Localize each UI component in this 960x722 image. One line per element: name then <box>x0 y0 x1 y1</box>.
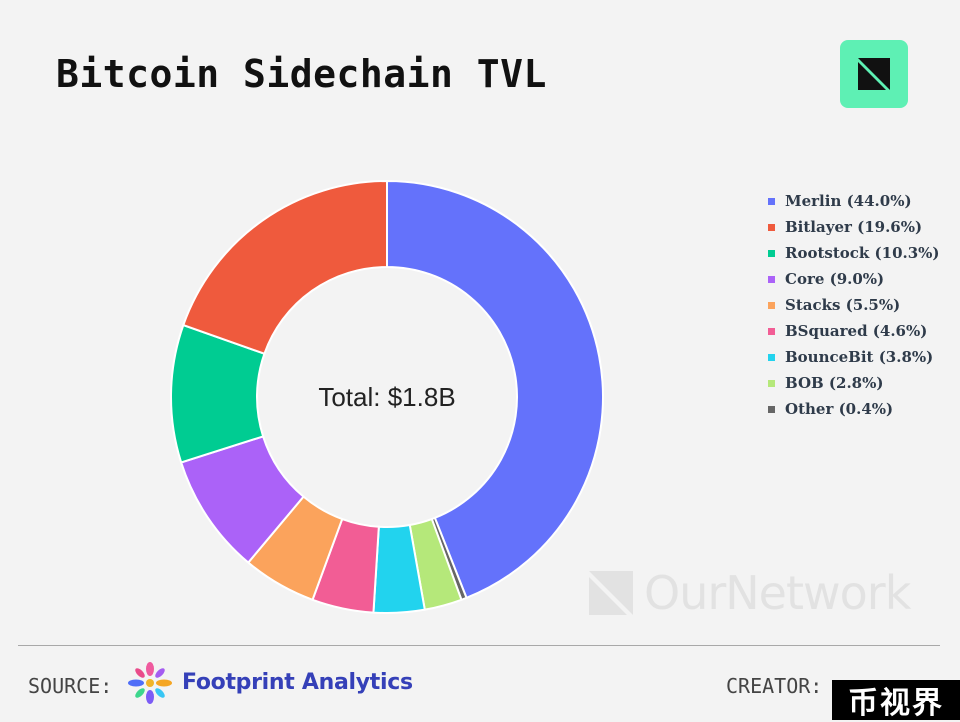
chart-legend: Merlin (44.0%) Bitlayer (19.6%) Rootstock … <box>768 188 940 422</box>
legend-item-stacks: Stacks (5.5%) <box>768 292 940 318</box>
ournetwork-watermark-icon <box>589 571 633 615</box>
legend-item-bob: BOB (2.8%) <box>768 370 940 396</box>
legend-label: BSquared (4.6%) <box>785 322 928 340</box>
legend-swatch <box>768 327 775 335</box>
watermark-text: OurNetwork <box>644 566 911 620</box>
creator-label: CREATOR: <box>726 674 823 698</box>
footprint-analytics-logo-icon <box>128 662 172 704</box>
ournetwork-logo-icon <box>840 40 908 108</box>
legend-item-bouncebit: BounceBit (3.8%) <box>768 344 940 370</box>
donut-chart: Total: $1.8B <box>170 179 604 614</box>
legend-label: Merlin (44.0%) <box>785 192 912 210</box>
footer-divider <box>18 645 940 646</box>
legend-swatch <box>768 301 775 309</box>
legend-item-bsquared: BSquared (4.6%) <box>768 318 940 344</box>
ournetwork-mark-icon <box>858 58 890 90</box>
legend-item-merlin: Merlin (44.0%) <box>768 188 940 214</box>
legend-swatch <box>768 275 775 283</box>
donut-slice-bitlayer <box>182 179 388 356</box>
legend-label: BOB (2.8%) <box>785 374 884 392</box>
legend-swatch <box>768 197 775 205</box>
legend-item-core: Core (9.0%) <box>768 266 940 292</box>
legend-swatch <box>768 405 775 413</box>
legend-item-other: Other (0.4%) <box>768 396 940 422</box>
legend-label: Rootstock (10.3%) <box>785 244 940 262</box>
legend-label: Stacks (5.5%) <box>785 296 901 314</box>
legend-item-rootstock: Rootstock (10.3%) <box>768 240 940 266</box>
legend-label: Other (0.4%) <box>785 400 894 418</box>
donut-slice-merlin <box>386 179 604 600</box>
legend-item-bitlayer: Bitlayer (19.6%) <box>768 214 940 240</box>
donut-slices <box>170 179 604 614</box>
legend-label: Core (9.0%) <box>785 270 885 288</box>
ournetwork-watermark: OurNetwork <box>586 566 911 620</box>
legend-swatch <box>768 249 775 257</box>
legend-label: BounceBit (3.8%) <box>785 348 934 366</box>
legend-label: Bitlayer (19.6%) <box>785 218 923 236</box>
donut-center-total-label: Total: $1.8B <box>318 382 455 412</box>
source-name: Footprint Analytics <box>182 670 413 695</box>
legend-swatch <box>768 353 775 361</box>
legend-swatch <box>768 379 775 387</box>
bishijie-stamp: 币视界 <box>832 680 960 721</box>
chart-title: Bitcoin Sidechain TVL <box>56 52 547 96</box>
source-label: SOURCE: <box>28 674 113 698</box>
legend-swatch <box>768 223 775 231</box>
